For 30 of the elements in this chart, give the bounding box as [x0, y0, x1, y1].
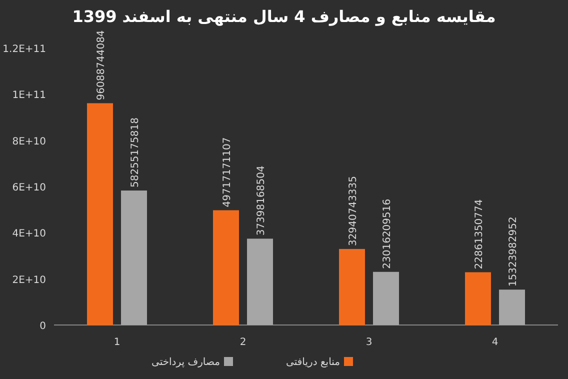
y-tick-label: 0 — [40, 321, 46, 332]
y-tick-label: 6E+10 — [12, 182, 46, 194]
bar — [499, 290, 525, 325]
y-tick-label: 2E+10 — [12, 274, 46, 286]
data-label: 49717171107 — [222, 137, 233, 208]
data-label: 15323982952 — [508, 216, 519, 287]
bar — [339, 248, 365, 325]
x-tick-label: 3 — [366, 337, 372, 348]
y-tick-label: 4E+10 — [12, 228, 46, 240]
bar — [87, 103, 113, 325]
data-label: 58255175818 — [130, 118, 141, 188]
data-label: 22861350774 — [474, 199, 485, 270]
bar — [247, 238, 273, 325]
legend-label: منابع دریافتی — [286, 357, 340, 368]
y-tick-label: 8E+10 — [12, 136, 46, 148]
x-tick-label: 1 — [114, 337, 120, 348]
y-tick-label: 1E+11 — [12, 90, 46, 102]
chart-title: مقایسه منابع و مصارف 4 سال منتهی به اسفند 1399 — [72, 7, 496, 26]
bar — [373, 272, 399, 325]
bar — [465, 272, 491, 325]
x-tick-label: 2 — [240, 337, 246, 348]
bar — [121, 190, 147, 325]
data-label: 23016209516 — [382, 198, 393, 269]
y-tick-label: 1.2E+11 — [2, 44, 46, 55]
data-label: 32940743335 — [348, 176, 359, 246]
data-label: 37398168504 — [256, 166, 267, 236]
bar — [213, 210, 239, 325]
legend-label: مصارف پرداختی — [151, 357, 220, 368]
x-tick-label: 4 — [492, 337, 498, 348]
data-label: 96088744084 — [96, 30, 107, 100]
